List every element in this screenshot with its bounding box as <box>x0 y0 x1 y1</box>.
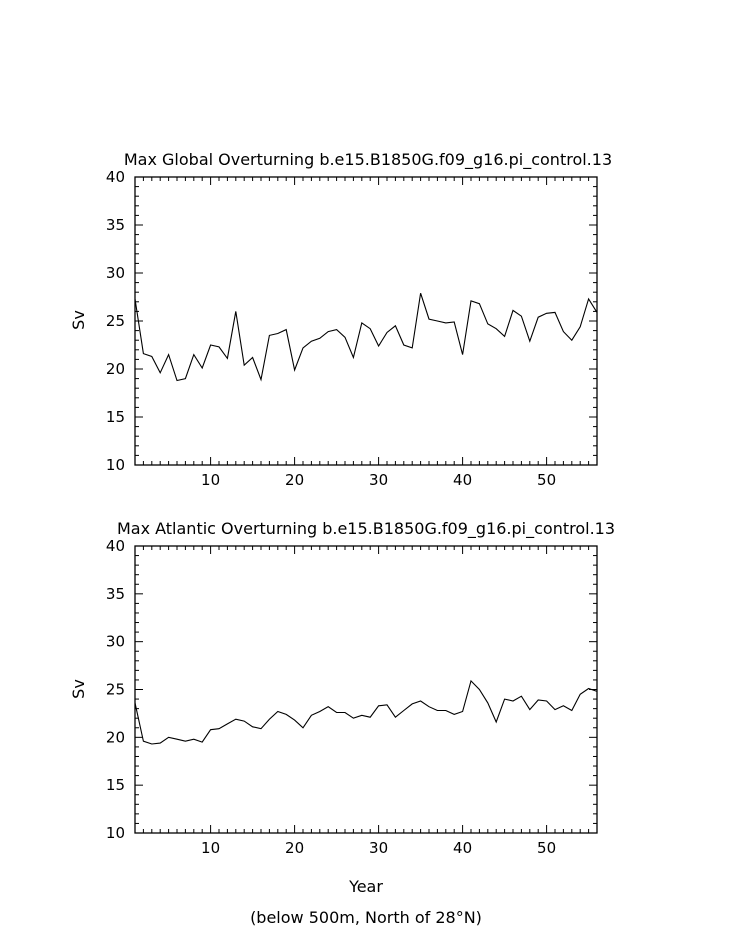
atlantic-x-tick-label: 50 <box>537 839 556 857</box>
atlantic-x-tick-label: 30 <box>369 839 388 857</box>
global-y-tick-label: 30 <box>106 264 125 282</box>
global-y-tick-label: 40 <box>106 168 125 186</box>
global-x-tick-label: 50 <box>537 471 556 489</box>
x-axis-label: Year <box>348 877 383 896</box>
global-y-tick-label: 25 <box>106 312 125 330</box>
global-ticks <box>134 176 598 466</box>
atlantic-x-tick-label: 40 <box>453 839 472 857</box>
atlantic-ticks <box>134 545 598 834</box>
global-x-tick-label: 20 <box>285 471 304 489</box>
global-y-axis-label: Sv <box>69 310 88 330</box>
atlantic-y-tick-label: 25 <box>106 681 125 699</box>
atlantic-x-tick-label: 20 <box>285 839 304 857</box>
global-y-tick-label: 35 <box>106 216 125 234</box>
atlantic-y-tick-label: 10 <box>106 824 125 842</box>
footnote: (below 500m, North of 28°N) <box>250 908 482 927</box>
global-tick-labels: 10 20 30 40 50 10 15 20 25 30 35 40 <box>106 168 556 489</box>
global-x-tick-label: 30 <box>369 471 388 489</box>
global-x-tick-label: 10 <box>201 471 220 489</box>
global-y-tick-label: 20 <box>106 360 125 378</box>
atlantic-x-tick-label: 10 <box>201 839 220 857</box>
global-plot-frame <box>134 176 598 466</box>
global-overturning-title: Max Global Overturning b.e15.B1850G.f09_… <box>124 150 612 170</box>
atlantic-y-tick-label: 20 <box>106 728 125 746</box>
atlantic-overturning-panel: Max Atlantic Overturning b.e15.B1850G.f0… <box>69 519 615 857</box>
global-overturning-panel: Max Global Overturning b.e15.B1850G.f09_… <box>69 150 612 489</box>
atlantic-y-tick-label: 40 <box>106 537 125 555</box>
atlantic-plot-frame <box>134 545 598 834</box>
atlantic-y-tick-label: 35 <box>106 585 125 603</box>
atlantic-y-tick-label: 30 <box>106 633 125 651</box>
global-x-tick-label: 40 <box>453 471 472 489</box>
atlantic-y-tick-label: 15 <box>106 776 125 794</box>
atlantic-overturning-line <box>134 679 598 745</box>
atlantic-tick-labels: 10 20 30 40 50 10 15 20 25 30 35 40 <box>106 537 556 857</box>
global-y-tick-label: 15 <box>106 408 125 426</box>
global-overturning-line <box>134 293 598 382</box>
atlantic-overturning-title: Max Atlantic Overturning b.e15.B1850G.f0… <box>117 519 615 539</box>
global-y-tick-label: 10 <box>106 456 125 474</box>
atlantic-y-axis-label: Sv <box>69 679 88 699</box>
